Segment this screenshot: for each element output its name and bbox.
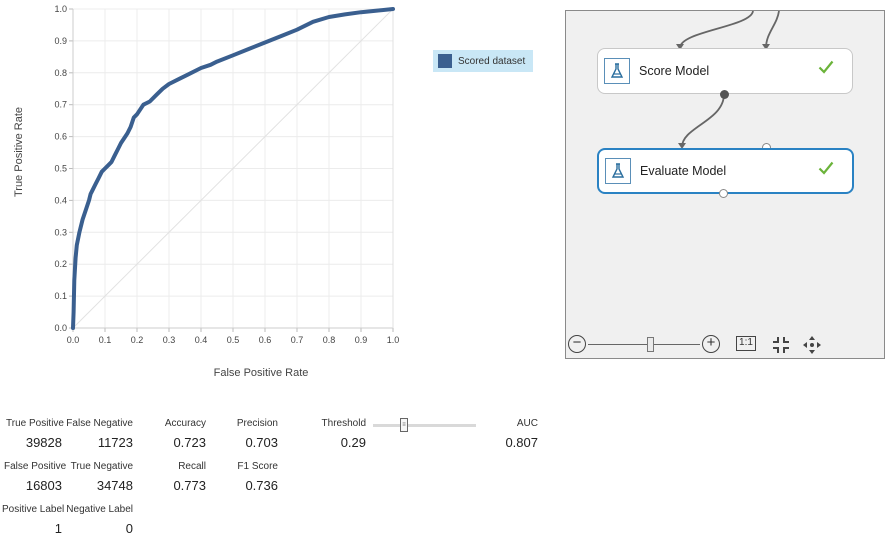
module-connections — [676, 11, 780, 149]
f1-score-metric: F1 Score 0.736 — [222, 461, 278, 493]
x-tick-label: 0.9 — [355, 335, 368, 345]
metric-value: 0 — [125, 521, 133, 536]
zoom-in-icon[interactable]: + — [702, 335, 720, 353]
roc-chart: 0.0 0.1 0.2 0.3 0.4 0.5 0.6 0.7 0.8 0.9 1.0 0.0 0.1 0… — [13, 4, 400, 379]
score-model-output-port[interactable] — [720, 90, 729, 99]
check-icon — [818, 161, 834, 175]
chart-legend: Scored dataset — [433, 50, 533, 72]
x-tick-label: 0.3 — [163, 335, 176, 345]
x-tick-label: 0.8 — [323, 335, 336, 345]
score-to-evaluate-connector — [681, 93, 725, 148]
legend-label: Scored dataset — [458, 55, 526, 67]
metric-label: Threshold — [321, 418, 366, 429]
zoom-toolbar: − + 1:1 — [566, 333, 884, 357]
zoom-out-icon[interactable]: − — [568, 335, 586, 353]
experiment-canvas[interactable]: Score Model Evaluate Model − + 1:1 — [565, 10, 885, 359]
random-classifier-line — [72, 8, 394, 329]
input-connector-left — [679, 11, 754, 49]
metric-value: 0.807 — [505, 435, 538, 450]
zoom-slider-track[interactable] — [588, 344, 700, 345]
y-tick-label: 0.0 — [54, 323, 67, 333]
evaluate-model-output-port[interactable] — [719, 189, 728, 198]
y-tick-label: 0.6 — [54, 132, 67, 142]
evaluate-input-arrow — [678, 143, 686, 149]
positive-label-metric: Positive Label 1 — [2, 504, 65, 536]
metric-label: AUC — [516, 418, 538, 429]
accuracy-metric: Accuracy 0.723 — [150, 418, 206, 450]
evaluate-model-module[interactable]: Evaluate Model — [597, 148, 854, 194]
x-tick-label: 0.2 — [131, 335, 144, 345]
metric-label: False Positive — [4, 461, 67, 472]
flask-icon — [604, 58, 630, 84]
score-model-label: Score Model — [639, 64, 710, 78]
negative-label-metric: Negative Label 0 — [66, 504, 133, 536]
y-tick-label: 0.4 — [54, 195, 67, 205]
metric-value: 39828 — [25, 435, 62, 450]
false-negative-metric: False Negative 11723 — [66, 418, 133, 450]
true-negative-metric: True Negative 34748 — [66, 461, 133, 493]
metric-label: Accuracy — [164, 418, 206, 429]
x-tick-label: 0.7 — [291, 335, 304, 345]
precision-metric: Precision 0.703 — [222, 418, 278, 450]
y-tick-label: 0.1 — [54, 291, 67, 301]
metric-label: False Negative — [66, 418, 133, 429]
legend-swatch — [438, 54, 452, 68]
y-tick-label: 0.3 — [54, 227, 67, 237]
y-tick-label: 0.5 — [54, 164, 67, 174]
metric-label: True Negative — [70, 461, 133, 472]
metric-label: F1 Score — [237, 461, 278, 472]
pan-icon[interactable] — [802, 335, 822, 355]
score-model-module[interactable]: Score Model — [597, 48, 853, 94]
actual-size-button[interactable]: 1:1 — [736, 336, 756, 351]
x-tick-label: 0.6 — [259, 335, 272, 345]
check-icon — [818, 60, 834, 74]
x-tick-label: 0.1 — [99, 335, 112, 345]
threshold-slider-track[interactable] — [373, 424, 476, 427]
true-positive-metric: True Positive 39828 — [6, 418, 64, 450]
flask-icon — [605, 158, 631, 184]
y-tick-label: 0.7 — [54, 100, 67, 110]
input-arrow-left — [676, 44, 684, 50]
metric-label: Recall — [178, 461, 206, 472]
zoom-slider-thumb[interactable] — [647, 337, 654, 352]
x-axis-label: False Positive Rate — [214, 367, 309, 379]
threshold-slider-thumb[interactable]: ≡ — [400, 418, 408, 432]
false-positive-metric: False Positive 16803 — [4, 461, 67, 493]
x-tick-label: 0.5 — [227, 335, 240, 345]
metric-value: 34748 — [96, 478, 133, 493]
input-arrow-right — [762, 44, 770, 50]
y-tick-label: 1.0 — [54, 4, 67, 14]
metric-value: 11723 — [97, 435, 133, 450]
evaluate-model-label: Evaluate Model — [640, 164, 727, 178]
metric-value: 0.29 — [340, 435, 366, 450]
y-tick-label: 0.9 — [54, 36, 67, 46]
metric-value: 0.723 — [173, 435, 206, 450]
x-tick-label: 0.4 — [195, 335, 208, 345]
input-connector-right — [765, 11, 780, 49]
x-tick-label: 0.0 — [67, 335, 80, 345]
y-tick-label: 0.2 — [54, 259, 67, 269]
roc-curve-scored-dataset — [71, 7, 395, 330]
threshold-metric: Threshold 0.29 — [310, 418, 366, 450]
recall-metric: Recall 0.773 — [150, 461, 206, 493]
auc-metric: AUC 0.807 — [482, 418, 538, 450]
metric-label: Precision — [236, 418, 278, 429]
y-axis-label: True Positive Rate — [13, 107, 25, 197]
metric-value: 0.703 — [245, 435, 278, 450]
metric-label: True Positive — [6, 418, 64, 429]
metric-label: Negative Label — [66, 504, 133, 515]
y-tick-label: 0.8 — [54, 68, 67, 78]
metric-label: Positive Label — [2, 504, 65, 515]
metric-value: 16803 — [25, 478, 62, 493]
fit-to-screen-icon[interactable] — [771, 335, 791, 355]
metric-value: 0.773 — [173, 478, 206, 493]
metric-value: 0.736 — [245, 478, 278, 493]
x-tick-label: 1.0 — [387, 335, 400, 345]
chart-series — [71, 7, 395, 330]
metric-value: 1 — [54, 521, 62, 536]
